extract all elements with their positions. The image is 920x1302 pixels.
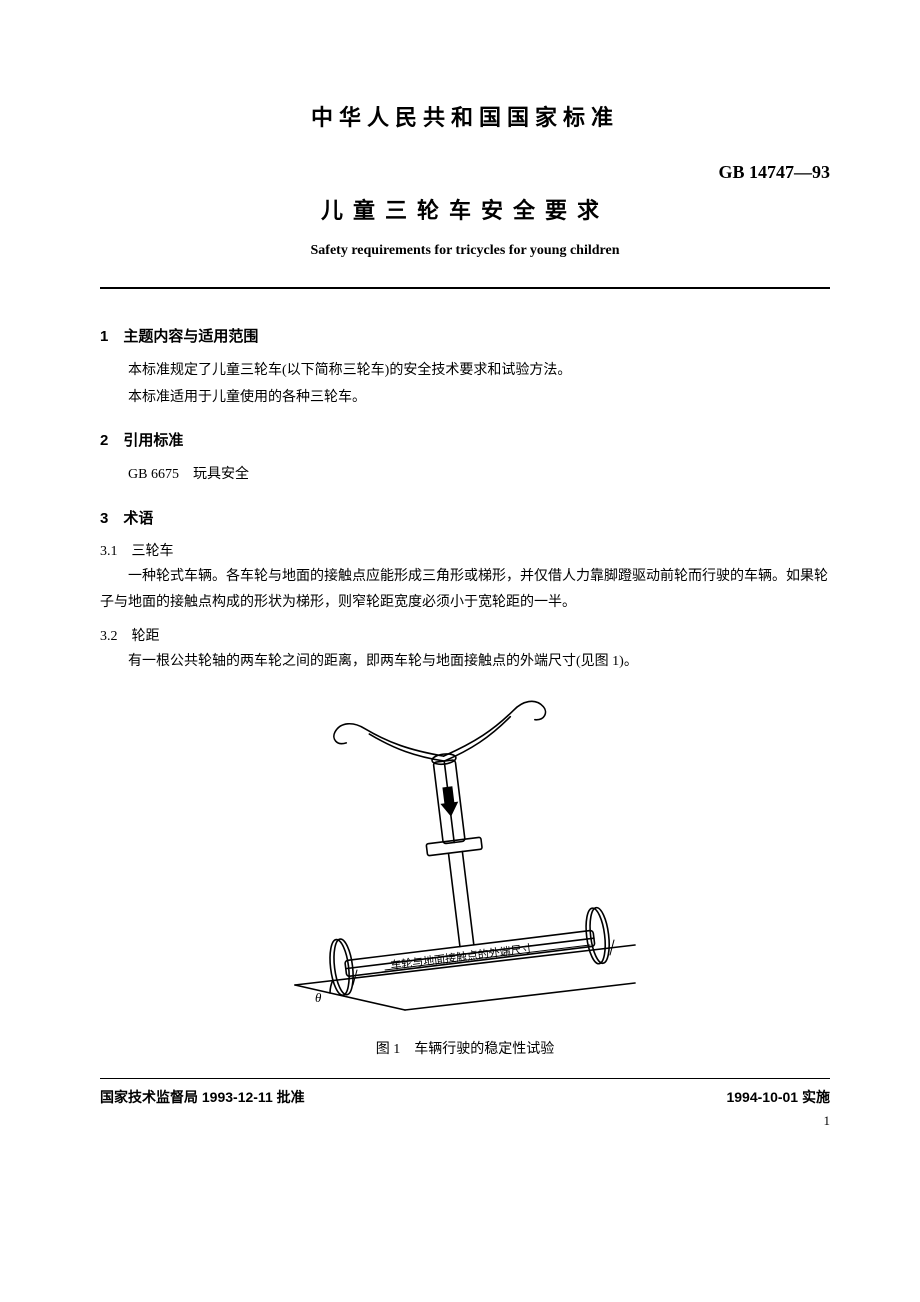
document-page: 中华人民共和国国家标准 GB 14747—93 儿童三轮车安全要求 Safety… bbox=[0, 0, 920, 1302]
section-3-1-paragraph: 一种轮式车辆。各车轮与地面的接触点应能形成三角形或梯形，并仅借人力靠脚蹬驱动前轮… bbox=[100, 564, 830, 617]
section-2-paragraph-1: GB 6675 玩具安全 bbox=[100, 462, 830, 489]
effective-text: 1994-10-01 实施 bbox=[726, 1087, 830, 1107]
page-number: 1 bbox=[100, 1113, 830, 1129]
header-rule bbox=[100, 287, 830, 289]
national-standard-title: 中华人民共和国国家标准 bbox=[100, 100, 830, 132]
section-3-2-heading: 3.2 轮距 bbox=[100, 625, 830, 645]
section-1-paragraph-1: 本标准规定了儿童三轮车(以下简称三轮车)的安全技术要求和试验方法。 bbox=[100, 358, 830, 385]
document-title: 儿童三轮车安全要求 bbox=[100, 193, 830, 225]
section-1-heading: 1 主题内容与适用范围 bbox=[100, 325, 830, 346]
section-2-heading: 2 引用标准 bbox=[100, 429, 830, 450]
document-subtitle: Safety requirements for tricycles for yo… bbox=[100, 243, 830, 259]
approval-text: 国家技术监督局 1993-12-11 批准 bbox=[100, 1087, 305, 1107]
section-3-2-paragraph: 有一根公共轮轴的两车轮之间的距离，即两车轮与地面接触点的外端尺寸(见图 1)。 bbox=[100, 649, 830, 676]
tricycle-diagram-icon: 车轮与地面接触点的外端尺寸 θ bbox=[275, 690, 655, 1020]
figure-theta-label: θ bbox=[315, 990, 322, 1005]
figure-1-caption: 图 1 车辆行驶的稳定性试验 bbox=[100, 1038, 830, 1058]
footer: 国家技术监督局 1993-12-11 批准 1994-10-01 实施 bbox=[100, 1087, 830, 1107]
section-3-heading: 3 术语 bbox=[100, 507, 830, 528]
figure-1: 车轮与地面接触点的外端尺寸 θ bbox=[100, 690, 830, 1020]
footer-rule bbox=[100, 1078, 830, 1079]
standard-code: GB 14747—93 bbox=[100, 162, 830, 183]
section-1-paragraph-2: 本标准适用于儿童使用的各种三轮车。 bbox=[100, 385, 830, 412]
section-3-1-heading: 3.1 三轮车 bbox=[100, 540, 830, 560]
